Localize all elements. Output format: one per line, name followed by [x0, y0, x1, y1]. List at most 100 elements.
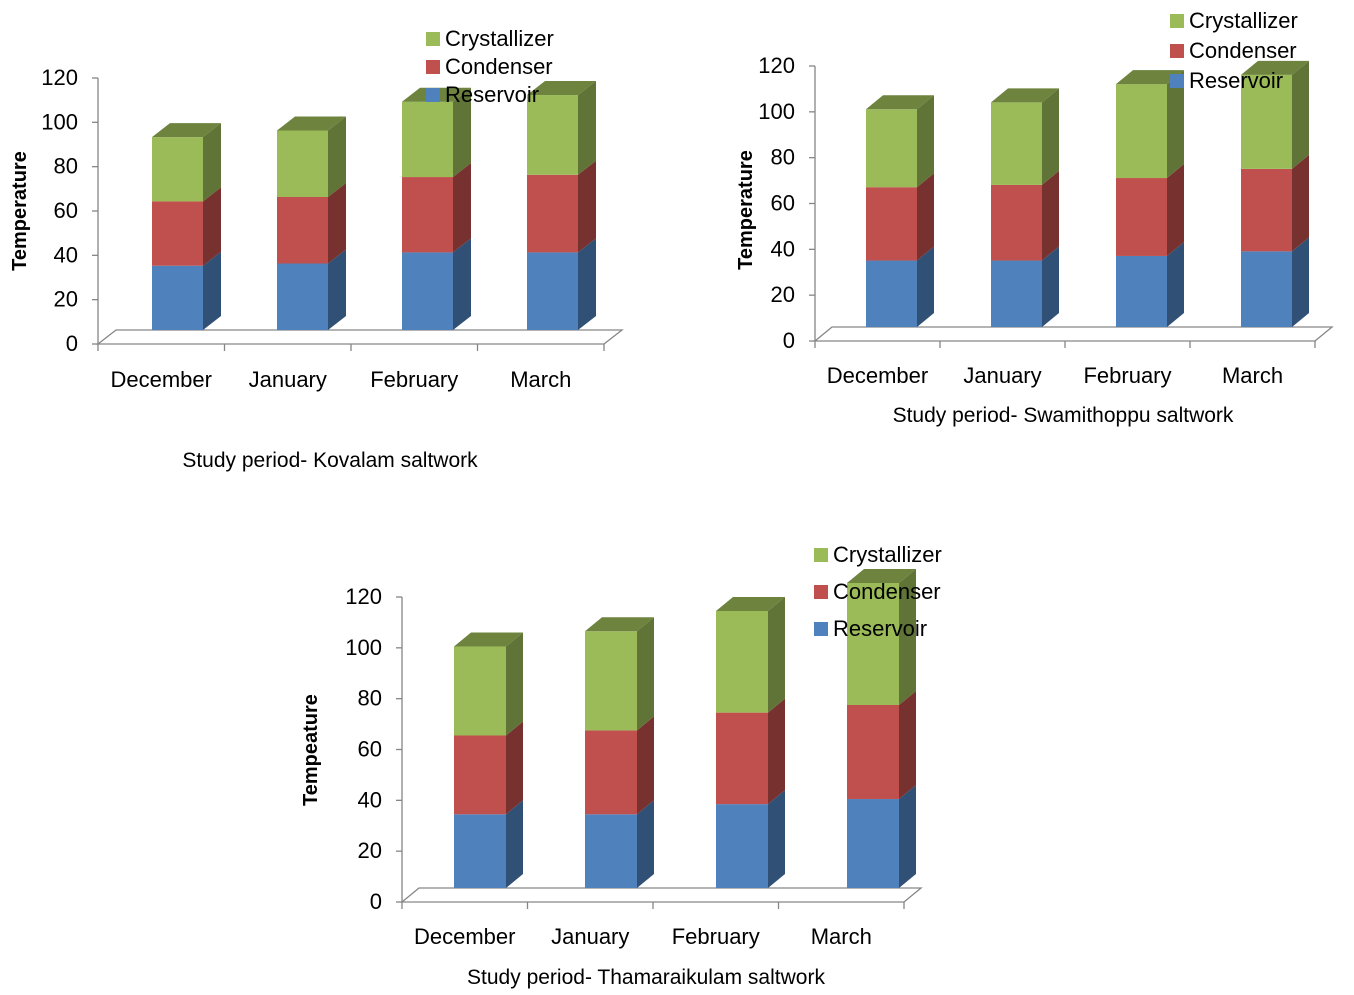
bar-side-reservoir [917, 246, 934, 327]
bar-side-condenser [453, 163, 471, 253]
bar-side-condenser [899, 691, 916, 799]
bar-reservoir-january [991, 260, 1042, 327]
bar-condenser-december [152, 201, 203, 266]
y-tick-label: 40 [54, 242, 78, 267]
y-tick-label: 120 [345, 584, 382, 609]
legend-label-condenser: Condenser [445, 54, 553, 79]
bar-top [866, 95, 934, 110]
chart-floor [96, 329, 624, 345]
bar-top [585, 617, 654, 632]
bar-crystallizer-december [454, 646, 506, 736]
bar-condenser-january [277, 197, 328, 264]
x-tick-label: December [414, 924, 515, 949]
y-tick-label: 80 [358, 686, 382, 711]
x-axis-title: Study period- Swamithoppu saltwork [893, 404, 1234, 427]
bar-condenser-february [402, 177, 453, 253]
bar-crystallizer-december [866, 109, 917, 188]
bar-crystallizer-march [847, 583, 899, 705]
bar-side-crystallizer [917, 95, 934, 188]
bar-reservoir-february [402, 252, 453, 330]
bar-side-condenser [506, 721, 523, 815]
legend-swatch-reservoir [814, 622, 828, 636]
y-tick-label: 0 [783, 328, 795, 353]
bar-side-reservoir [1167, 242, 1184, 327]
legend-label-crystallizer: Crystallizer [833, 542, 942, 567]
bar-side-crystallizer [768, 597, 785, 713]
x-tick-label: February [672, 924, 760, 949]
y-tick-label: 40 [771, 236, 795, 261]
y-tick-label: 100 [758, 99, 795, 124]
legend-label-crystallizer: Crystallizer [445, 26, 554, 51]
legend-swatch-crystallizer [426, 32, 440, 46]
y-tick-label: 60 [54, 198, 78, 223]
bar-side-condenser [328, 183, 346, 264]
bar-crystallizer-january [585, 631, 637, 731]
bar-condenser-march [847, 705, 899, 800]
bar-side-reservoir [203, 251, 221, 330]
y-tick-label: 80 [771, 145, 795, 170]
bar-side-reservoir [453, 238, 471, 330]
bar-side-crystallizer [637, 617, 654, 731]
y-tick-label: 60 [771, 191, 795, 216]
bar-reservoir-december [152, 265, 203, 330]
y-tick-label: 100 [345, 635, 382, 660]
bar-side-crystallizer [506, 632, 523, 736]
y-tick-label: 20 [358, 838, 382, 863]
legend-swatch-reservoir [426, 88, 440, 102]
bar-crystallizer-january [277, 130, 328, 197]
chart-3: 0 20 40 60 80 100 120 December January February Ma… [300, 542, 942, 989]
legend: Crystallizer Condenser Reservoir [1170, 8, 1298, 93]
bar-reservoir-december [454, 814, 506, 888]
bar-side-reservoir [506, 800, 523, 888]
bar-reservoir-january [277, 263, 328, 330]
y-tick-label: 120 [41, 65, 78, 90]
bar-side-crystallizer [1042, 88, 1059, 185]
x-tick-label: February [370, 367, 458, 392]
x-tick-label: February [1083, 363, 1171, 388]
bar-side-reservoir [768, 790, 785, 888]
bar-side-reservoir [899, 785, 916, 888]
bar-side-crystallizer [1167, 70, 1184, 178]
bar-side-condenser [203, 187, 221, 266]
bar-top [991, 88, 1059, 103]
bar-side-reservoir [1042, 246, 1059, 327]
x-tick-label: March [811, 924, 872, 949]
y-tick-label: 20 [771, 282, 795, 307]
chart-2: 0 20 40 60 80 100 120 December January February Ma… [735, 8, 1334, 427]
bar-side-crystallizer [1292, 60, 1309, 169]
bar-reservoir-march [1241, 251, 1292, 327]
x-tick-label: January [551, 924, 629, 949]
x-tick-label: December [111, 367, 212, 392]
x-axis-title: Study period- Kovalam saltwork [182, 449, 478, 472]
bar-condenser-december [866, 187, 917, 261]
bar-reservoir-january [585, 814, 637, 888]
x-axis-title: Study period- Thamaraikulam saltwork [467, 966, 825, 989]
y-axis-title: Temperature [9, 151, 31, 271]
bar-side-crystallizer [203, 123, 221, 202]
x-tick-label: March [1222, 363, 1283, 388]
bar-side-condenser [768, 698, 785, 805]
bar-side-condenser [917, 173, 934, 261]
y-axis-title: Temperature [735, 150, 757, 270]
y-tick-label: 120 [758, 53, 795, 78]
bar-condenser-january [991, 184, 1042, 261]
x-tick-label: December [827, 363, 928, 388]
bar-top [152, 123, 221, 138]
bar-reservoir-march [847, 799, 899, 888]
y-tick-label: 40 [358, 787, 382, 812]
legend: Crystallizer Condenser Reservoir [814, 542, 942, 641]
x-tick-label: March [510, 367, 571, 392]
bar-crystallizer-february [402, 101, 453, 178]
bar-reservoir-february [1116, 255, 1167, 327]
bar-side-crystallizer [899, 569, 916, 705]
bar-side-reservoir [578, 238, 596, 330]
legend-swatch-crystallizer [1170, 14, 1184, 28]
bar-side-crystallizer [328, 116, 346, 197]
legend-label-reservoir: Reservoir [445, 82, 539, 107]
bar-reservoir-march [527, 252, 578, 330]
legend-swatch-crystallizer [814, 548, 828, 562]
chart-floor [813, 326, 1334, 342]
bar-reservoir-february [716, 804, 768, 888]
bar-condenser-march [527, 174, 578, 253]
